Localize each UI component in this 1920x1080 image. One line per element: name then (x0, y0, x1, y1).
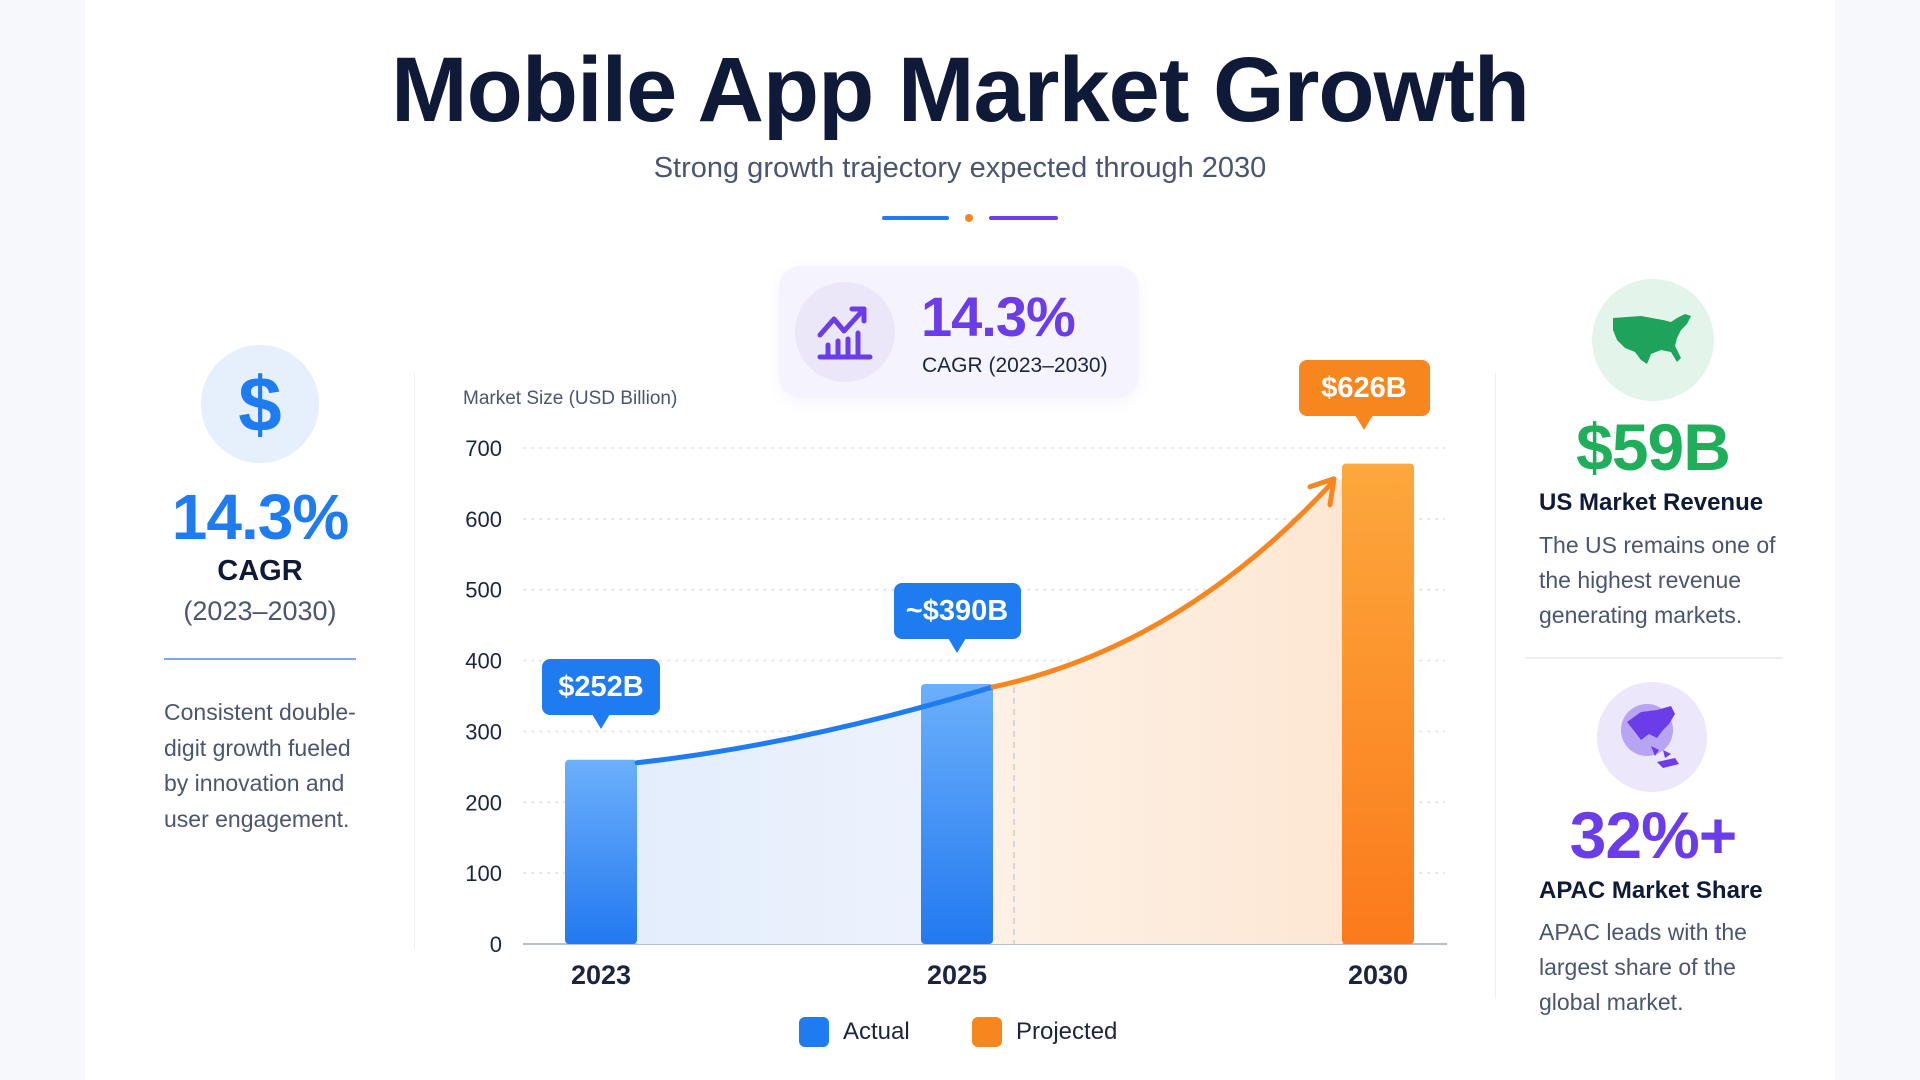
us-revenue-description: The US remains one of the highest revenu… (1539, 532, 1776, 628)
us-revenue-label: US Market Revenue (1539, 489, 1764, 516)
apac-share-value: 32%+ (1569, 798, 1738, 872)
dollar-icon: $ (201, 345, 319, 463)
bar-2025 (921, 683, 993, 944)
asia-globe-icon (1597, 682, 1707, 792)
legend-swatch-projected (972, 1017, 1002, 1047)
x-tick-label: 2023 (570, 960, 632, 990)
left-cagr-label: CAGR (217, 555, 303, 587)
page-subtitle: Strong growth trajectory expected throug… (653, 152, 1267, 184)
divider-dot (965, 214, 973, 222)
left-divider (164, 658, 356, 660)
actual-trend-line (634, 684, 996, 766)
legend-actual: Actual (799, 1017, 910, 1047)
divider-purple (989, 216, 1058, 220)
left-cagr-period: (2023–2030) (183, 596, 337, 626)
apac-share-label: APAC Market Share (1539, 877, 1763, 904)
x-tick-label: 2025 (926, 960, 988, 990)
bar-2030 (1342, 463, 1414, 944)
cagr-value: 14.3% (921, 285, 1076, 348)
legend-projected: Projected (972, 1017, 1117, 1047)
y-tick-label: 700 (465, 436, 502, 461)
legend-label-actual: Actual (843, 1018, 910, 1045)
y-tick-label: 500 (465, 578, 502, 603)
apac-share-description: APAC leads with the largest share of the… (1539, 919, 1747, 1015)
arrow-head-icon (1307, 476, 1337, 508)
left-separator (414, 373, 415, 949)
projected-trend-line (990, 480, 1335, 690)
legend-swatch-actual (799, 1017, 829, 1047)
data-label-2025: ~$390B (893, 582, 1021, 653)
cagr-card: 14.3% CAGR (2023–2030) (779, 266, 1139, 398)
cagr-label: CAGR (2023–2030) (922, 354, 1108, 377)
divider-blue (882, 216, 949, 220)
y-axis-label: Market Size (USD Billion) (463, 388, 678, 409)
y-tick-label: 100 (465, 861, 502, 886)
x-tick-label: 2030 (1347, 960, 1409, 990)
legend-label-projected: Projected (1016, 1018, 1118, 1045)
data-label-2030: $626B (1298, 359, 1430, 430)
left-cagr-value: 14.3% (171, 481, 349, 553)
right-divider (1525, 657, 1783, 659)
data-label-2023: $252B (542, 658, 660, 729)
y-tick-label: 300 (465, 719, 502, 744)
usa-map-icon (1592, 279, 1714, 401)
y-tick-label: 400 (465, 649, 502, 674)
right-separator (1495, 373, 1496, 999)
us-revenue-value: $59B (1576, 410, 1731, 484)
projected-area-fill (993, 478, 1342, 944)
y-tick-label: 200 (465, 790, 502, 815)
y-tick-label: 600 (465, 507, 502, 532)
page-title: Mobile App Market Growth (391, 39, 1530, 141)
bar-2023 (565, 759, 637, 944)
trending-chart-icon (795, 282, 895, 382)
left-description: Consistent double-digit growth fueled by… (164, 699, 356, 832)
y-tick-label: 0 (490, 932, 502, 957)
